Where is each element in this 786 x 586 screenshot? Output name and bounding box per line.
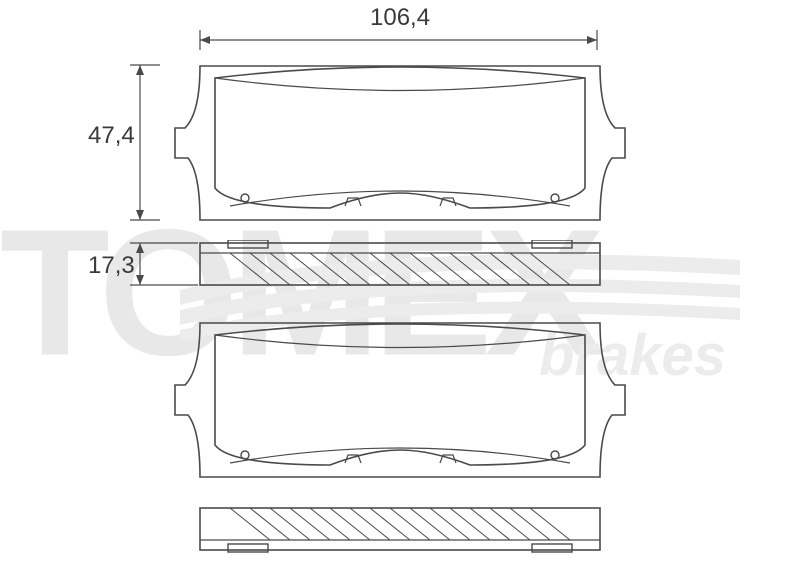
dim-height-label: 47,4 [88, 122, 135, 150]
brake-pad-top-face [170, 58, 630, 228]
dim-thickness-label: 17,3 [88, 252, 135, 280]
dim-width-label: 106,4 [370, 4, 430, 32]
brake-pad-edge-bottom [170, 505, 630, 560]
technical-drawing: 106,4 47,4 17,3 [0, 0, 786, 586]
brake-pad-bottom-face [170, 315, 630, 485]
brake-pad-edge [170, 240, 630, 295]
